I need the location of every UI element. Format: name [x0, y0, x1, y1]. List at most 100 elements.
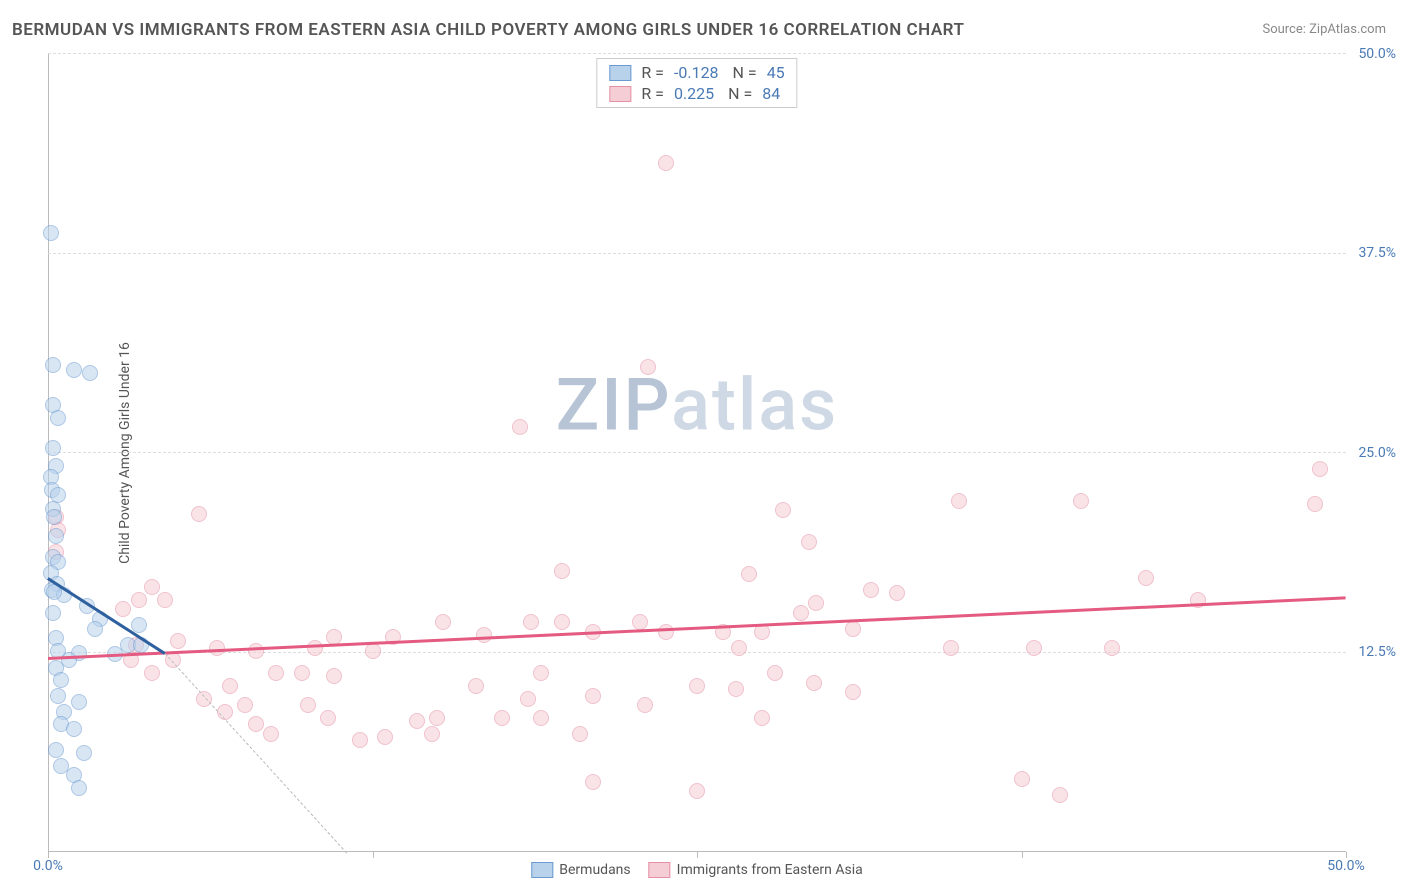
data-point [50, 554, 66, 570]
swatch-bermudans-icon [531, 862, 553, 878]
data-point [943, 640, 959, 656]
data-point [170, 633, 186, 649]
data-point [48, 742, 64, 758]
data-point [1026, 640, 1042, 656]
data-point [512, 419, 528, 435]
data-point [741, 566, 757, 582]
data-point [731, 640, 747, 656]
data-point [237, 697, 253, 713]
data-point [263, 726, 279, 742]
data-point [585, 774, 601, 790]
data-point [48, 544, 64, 560]
data-point [43, 225, 59, 241]
legend-row-bermudans: R = -0.128 N = 45 [609, 63, 784, 82]
n-value-b: 84 [762, 84, 780, 103]
data-point [53, 716, 69, 732]
watermark: ZIPatlas [556, 363, 838, 448]
y-tick-label: 50.0% [1358, 46, 1396, 62]
data-point [533, 665, 549, 681]
data-point [326, 629, 342, 645]
swatch-bermudans [609, 65, 631, 81]
data-point [82, 365, 98, 381]
data-point [268, 665, 284, 681]
x-tick-mark [1022, 852, 1023, 858]
correlation-legend: R = -0.128 N = 45 R = 0.225 N = 84 [596, 58, 797, 108]
plot-area: ZIPatlas R = -0.128 N = 45 R = 0.225 N =… [48, 54, 1346, 852]
source-attribution: Source: ZipAtlas.com [1262, 22, 1386, 37]
data-point [435, 614, 451, 630]
chart-area: Child Poverty Among Girls Under 16 ZIPat… [48, 54, 1346, 852]
data-point [951, 493, 967, 509]
data-point [845, 621, 861, 637]
data-point [56, 704, 72, 720]
trend-line [48, 597, 1346, 660]
r-value-a: -0.128 [674, 63, 719, 82]
data-point [409, 713, 425, 729]
y-tick-label: 37.5% [1358, 245, 1396, 261]
data-point [767, 665, 783, 681]
data-point [845, 684, 861, 700]
data-point [689, 783, 705, 799]
data-point [44, 482, 60, 498]
data-point [424, 726, 440, 742]
data-point [48, 528, 64, 544]
data-point [775, 502, 791, 518]
swatch-immigrants-icon [649, 862, 671, 878]
r-value-b: 0.225 [674, 84, 714, 103]
data-point [294, 665, 310, 681]
data-point [191, 506, 207, 522]
y-axis [48, 54, 49, 852]
data-point [793, 605, 809, 621]
data-point [468, 678, 484, 694]
x-tick-label: 0.0% [33, 858, 63, 874]
data-point [1073, 493, 1089, 509]
data-point [50, 410, 66, 426]
data-point [476, 627, 492, 643]
data-point [640, 359, 656, 375]
data-point [144, 579, 160, 595]
data-point [632, 614, 648, 630]
data-point [222, 678, 238, 694]
data-point [248, 716, 264, 732]
swatch-immigrants [609, 86, 631, 102]
data-point [1104, 640, 1120, 656]
gridline [48, 652, 1346, 653]
gridline [48, 53, 1346, 54]
data-point [572, 726, 588, 742]
data-point [889, 585, 905, 601]
data-point [48, 660, 64, 676]
data-point [658, 624, 674, 640]
data-point [533, 710, 549, 726]
data-point [115, 601, 131, 617]
data-point [209, 640, 225, 656]
gridline [48, 253, 1346, 254]
data-point [754, 710, 770, 726]
data-point [300, 697, 316, 713]
data-point [1307, 496, 1323, 512]
data-point [53, 672, 69, 688]
data-point [66, 721, 82, 737]
data-point [352, 732, 368, 748]
data-point [801, 534, 817, 550]
trend-line [47, 578, 165, 655]
data-point [554, 563, 570, 579]
data-point [1014, 771, 1030, 787]
data-point [1312, 461, 1328, 477]
data-point [689, 678, 705, 694]
data-point [494, 710, 510, 726]
data-point [1138, 570, 1154, 586]
data-point [523, 614, 539, 630]
x-tick-mark [373, 852, 374, 858]
data-point [658, 155, 674, 171]
data-point [320, 710, 336, 726]
data-point [48, 458, 64, 474]
data-point [1052, 787, 1068, 803]
data-point [76, 745, 92, 761]
data-point [71, 694, 87, 710]
data-point [326, 668, 342, 684]
series-legend: Bermudans Immigrants from Eastern Asia [531, 862, 862, 878]
data-point [87, 621, 103, 637]
data-point [157, 592, 173, 608]
data-point [307, 640, 323, 656]
trend-extension [164, 653, 346, 853]
